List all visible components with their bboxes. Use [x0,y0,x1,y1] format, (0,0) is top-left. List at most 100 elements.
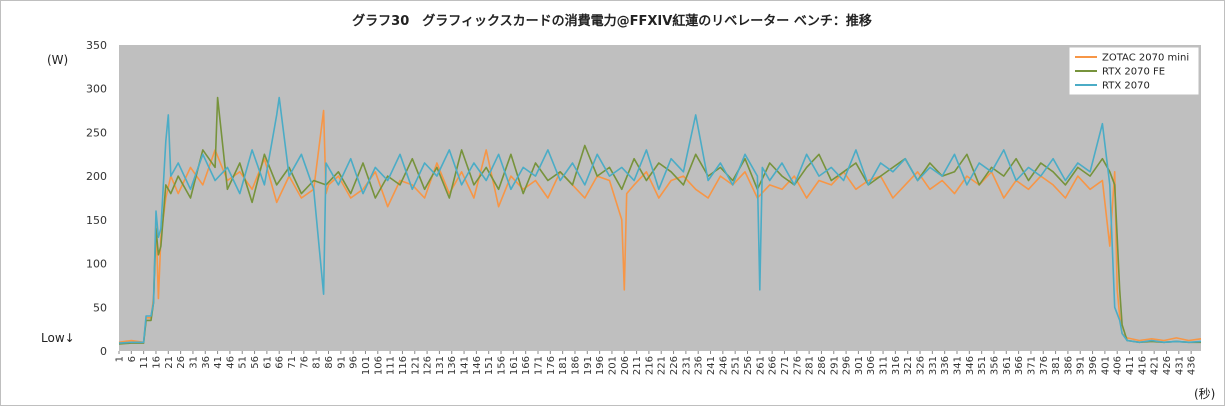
x-tick-label: 71 [287,356,298,369]
x-tick-label: 11 [139,356,150,369]
legend: ZOTAC 2070 mini RTX 2070 FE RTX 2070 [1068,46,1200,96]
x-tick-label: 421 [1150,356,1161,375]
x-tick-label: 96 [349,356,360,369]
x-axis-label: (秒) [1194,387,1215,401]
x-tick-label: 256 [743,356,754,375]
x-tick-label: 406 [1113,356,1124,375]
legend-label: RTX 2070 FE [1102,67,1165,78]
series-line-2 [118,96,1201,345]
x-tick-label: 261 [755,356,766,375]
x-tick-label: 201 [607,356,618,375]
x-tick-label: 226 [669,356,680,375]
legend-label: ZOTAC 2070 mini [1102,53,1189,64]
x-tick-label: 1 [115,356,126,362]
x-tick-label: 46 [225,356,236,369]
x-tick-label: 66 [275,356,286,369]
y-tick-label: 250 [86,126,107,139]
x-tick-label: 221 [657,356,668,375]
low-annotation: Low↓ [41,331,75,345]
x-tick-label: 326 [916,356,927,375]
x-tick-label: 216 [644,356,655,375]
x-tick-label: 101 [361,356,372,375]
x-tick-label: 416 [1137,356,1148,375]
y-tick-label: 150 [86,214,107,227]
y-tick-label: 300 [86,83,107,96]
x-tick-label: 276 [792,356,803,375]
x-tick-label: 6 [127,356,138,362]
x-tick-label: 211 [632,356,643,375]
x-tick-label: 106 [373,356,384,375]
x-tick-label: 411 [1125,356,1136,375]
x-tick-label: 336 [940,356,951,375]
x-tick-label: 281 [805,356,816,375]
x-tick-label: 146 [472,356,483,375]
x-tick-label: 306 [866,356,877,375]
x-tick-label: 401 [1100,356,1111,375]
x-tick-label: 311 [879,356,890,375]
x-tick-label: 251 [731,356,742,375]
x-tick-label: 161 [509,356,520,375]
x-tick-label: 151 [484,356,495,375]
x-tick-label: 231 [681,356,692,375]
x-tick-label: 136 [447,356,458,375]
x-tick-label: 141 [460,356,471,375]
x-tick-label: 36 [201,356,212,369]
x-tick-label: 176 [546,356,557,375]
x-tick-label: 301 [854,356,865,375]
x-tick-label: 16 [151,356,162,369]
x-tick-label: 341 [952,356,963,375]
x-tick-label: 26 [176,356,187,369]
x-tick-label: 116 [398,356,409,375]
x-tick-label: 391 [1076,356,1087,375]
x-tick-label: 296 [842,356,853,375]
x-tick-label: 361 [1002,356,1013,375]
x-tick-label: 316 [891,356,902,375]
y-tick-label: 200 [86,170,107,183]
x-tick-label: 236 [694,356,705,375]
x-tick-label: 126 [423,356,434,375]
y-axis: 0 50 100 150 200 250 300 350 [86,39,107,358]
x-tick-label: 366 [1014,356,1025,375]
legend-label: RTX 2070 [1102,81,1150,92]
x-tick-label: 81 [312,356,323,369]
x-tick-label: 386 [1063,356,1074,375]
y-tick-label: 0 [100,345,107,358]
x-tick-label: 166 [521,356,532,375]
x-tick-label: 206 [620,356,631,375]
x-tick-label: 331 [928,356,939,375]
x-tick-label: 376 [1039,356,1050,375]
x-tick-label: 186 [570,356,581,375]
x-axis: 1 6 11 16 21 26 31 36 41 46 51 56 61 66 71 76 81 86 91 96 10… [115,351,1198,375]
x-tick-label: 351 [977,356,988,375]
y-tick-label: 50 [93,301,107,314]
x-tick-label: 86 [324,356,335,369]
x-tick-label: 76 [299,356,310,369]
x-tick-label: 156 [497,356,508,375]
x-tick-label: 171 [533,356,544,375]
x-tick-label: 21 [164,356,175,369]
x-tick-label: 191 [583,356,594,375]
x-tick-label: 41 [213,356,224,369]
x-tick-label: 56 [250,356,261,369]
x-tick-label: 286 [817,356,828,375]
x-tick-label: 131 [435,356,446,375]
x-tick-label: 271 [780,356,791,375]
x-tick-label: 266 [768,356,779,375]
x-tick-label: 51 [238,356,249,369]
x-tick-label: 356 [989,356,1000,375]
chart-title: グラフ30 グラフィックスカードの消費電力@FFXIV紅蓮のリベレーター ベンチ… [352,13,872,29]
x-tick-label: 121 [410,356,421,375]
x-tick-label: 396 [1088,356,1099,375]
x-tick-label: 381 [1051,356,1062,375]
x-tick-label: 426 [1162,356,1173,375]
x-tick-label: 246 [718,356,729,375]
x-tick-label: 61 [262,356,273,369]
x-tick-label: 371 [1026,356,1037,375]
x-tick-label: 31 [188,356,199,369]
x-tick-label: 321 [903,356,914,375]
x-tick-label: 291 [829,356,840,375]
x-tick-label: 196 [595,356,606,375]
x-tick-label: 181 [558,356,569,375]
